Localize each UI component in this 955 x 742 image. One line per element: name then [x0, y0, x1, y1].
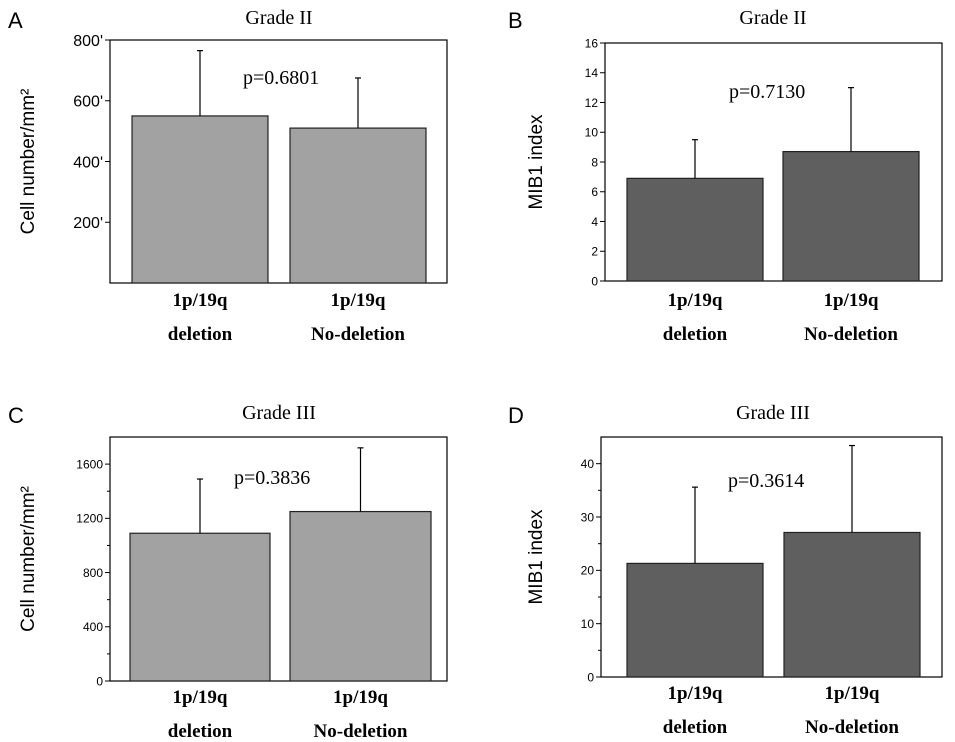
bar-deletion — [626, 177, 764, 282]
y-tick-label: 12 — [585, 96, 599, 110]
y-tick-label: 40 — [581, 457, 595, 471]
chart-title: Grade II — [739, 7, 806, 29]
y-tick-label: 8 — [591, 155, 598, 169]
chart-panel-b: B Grade II MIB1 index 0 2 4 6 8 10 12 14 16 1p/19q de… — [508, 7, 943, 345]
p-value-annotation: p=0.7130 — [729, 81, 805, 103]
y-tick-label: 200' — [73, 215, 103, 232]
y-tick-label: 0 — [96, 674, 103, 688]
y-tick-label: 1600 — [76, 457, 103, 471]
category-label-line1: 1p/19q — [668, 290, 723, 311]
category-label-line1: 1p/19q — [333, 687, 388, 708]
category-label-line1: 1p/19q — [173, 687, 228, 708]
chart-title: Grade III — [242, 402, 316, 424]
bar-no-deletion — [289, 127, 427, 284]
panel-letter: D — [508, 403, 524, 428]
category-label-line1: 1p/19q — [668, 683, 723, 704]
y-tick-label: 800' — [73, 33, 103, 50]
category-label-line2: deletion — [663, 324, 728, 345]
category-label-line2: No-deletion — [804, 324, 898, 345]
y-tick-label: 30 — [581, 510, 595, 524]
y-tick-label: 0 — [587, 670, 594, 684]
bar-no-deletion — [782, 150, 920, 282]
category-label-line1: 1p/19q — [824, 290, 879, 311]
bar-deletion — [626, 562, 764, 678]
bar-deletion — [129, 532, 271, 682]
y-tick-label: 600' — [73, 94, 103, 111]
chart-title: Grade III — [736, 402, 810, 424]
category-label-line1: 1p/19q — [331, 290, 386, 311]
y-tick-label: 0 — [591, 274, 598, 288]
y-tick-label: 4 — [591, 215, 598, 229]
y-tick-label: 10 — [581, 617, 595, 631]
y-axis-label: Cell number/mm² — [18, 486, 39, 632]
chart-panel-c: C Grade III Cell number/mm² 0 400 800 1200 1600… — [8, 402, 448, 742]
plot-frame — [600, 436, 943, 678]
y-tick-label: 2 — [591, 245, 598, 259]
panel-letter: A — [8, 8, 23, 33]
bar-deletion — [131, 115, 269, 284]
panel-letter: B — [508, 8, 523, 33]
y-tick-label: 14 — [585, 66, 599, 80]
category-label-line2: No-deletion — [311, 324, 405, 345]
y-tick-label: 16 — [585, 36, 599, 50]
chart-title: Grade II — [245, 7, 312, 29]
y-axis-label: Cell number/mm² — [18, 89, 39, 235]
p-value-annotation: p=0.6801 — [243, 67, 319, 89]
y-tick-label: 800 — [83, 566, 103, 580]
category-label-line2: deletion — [168, 721, 233, 742]
chart-panel-d: D Grade III MIB1 index 0 10 20 30 40 1p/19q delet… — [508, 402, 943, 738]
category-label-line1: 1p/19q — [825, 683, 880, 704]
p-value-annotation: p=0.3614 — [728, 470, 804, 492]
chart-panel-a: A Grade II Cell number/mm² 200' 400' 600' 800'… — [8, 7, 448, 345]
y-axis-label: MIB1 index — [526, 509, 547, 605]
y-axis-label: MIB1 index — [526, 114, 547, 210]
y-tick-label: 20 — [581, 564, 595, 578]
category-label-line2: deletion — [663, 717, 728, 738]
bar-no-deletion — [289, 510, 432, 682]
p-value-annotation: p=0.3836 — [234, 467, 310, 489]
y-tick-label: 400' — [73, 154, 103, 171]
category-label-line1: 1p/19q — [173, 290, 228, 311]
panel-letter: C — [8, 403, 24, 428]
plot-frame — [109, 436, 448, 682]
y-tick-label: 400 — [83, 620, 103, 634]
y-tick-label: 10 — [585, 126, 599, 140]
category-label-line2: deletion — [168, 324, 233, 345]
category-label-line2: No-deletion — [314, 721, 408, 742]
bar-no-deletion — [783, 531, 921, 678]
category-label-line2: No-deletion — [805, 717, 899, 738]
y-tick-label: 6 — [591, 185, 598, 199]
y-tick-label: 1200 — [76, 512, 103, 526]
